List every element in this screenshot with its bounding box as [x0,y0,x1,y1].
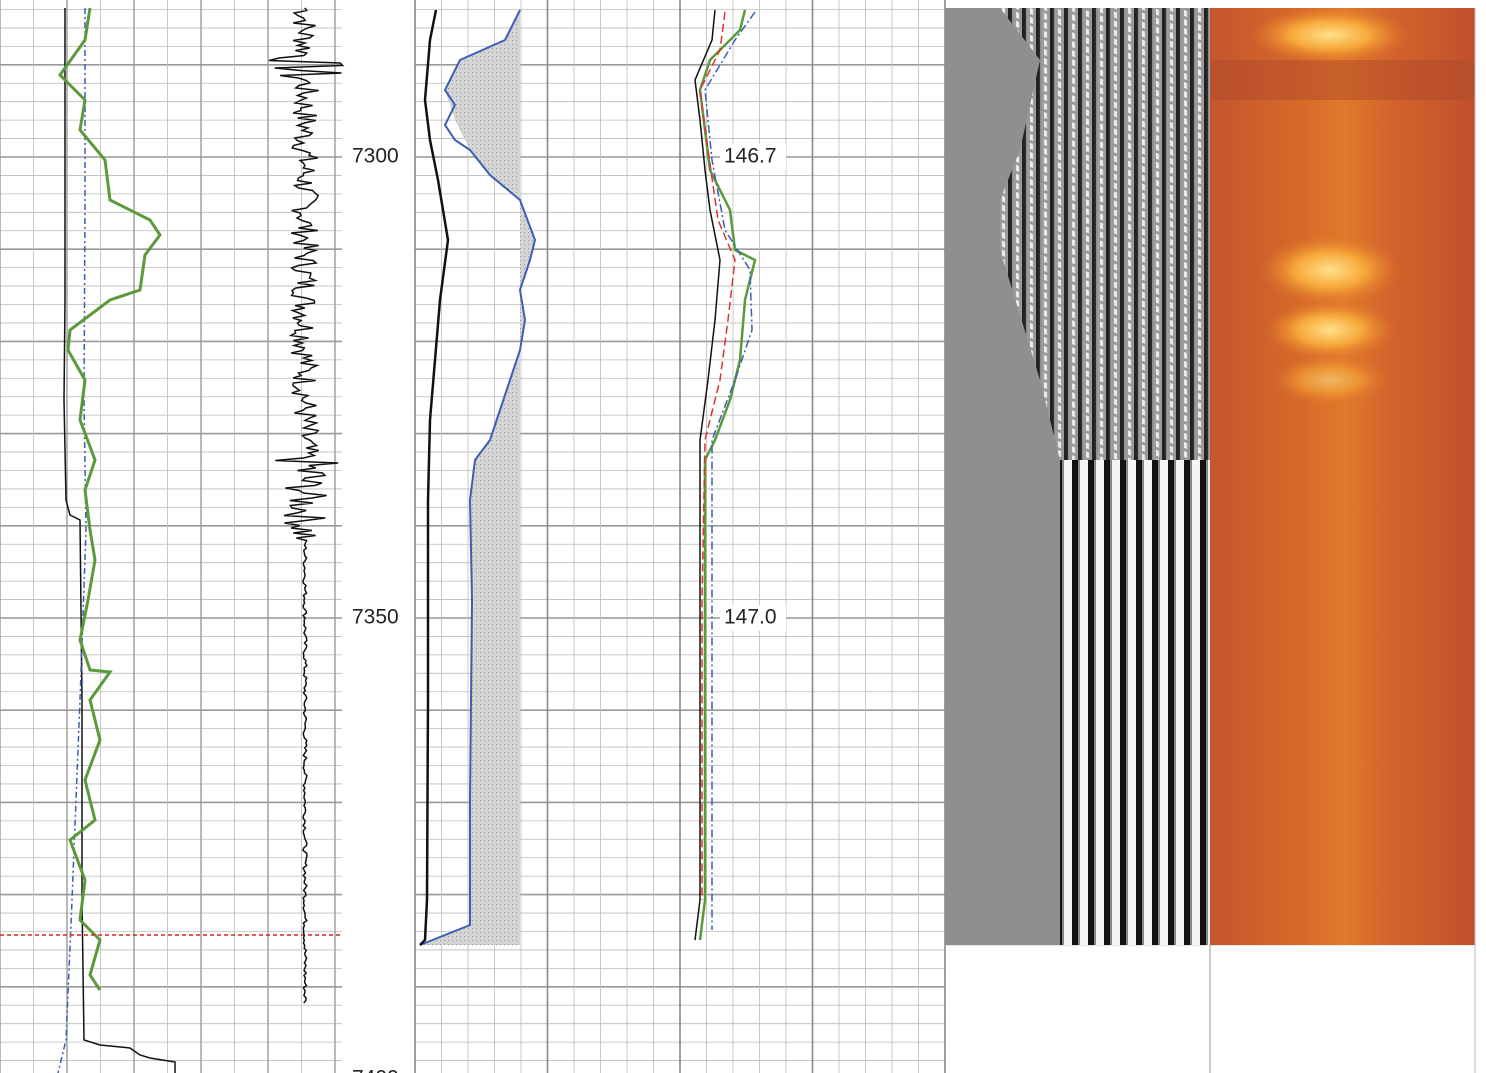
image-glow [1250,7,1410,63]
image-glow [1265,300,1395,360]
image-noise [1000,8,1210,460]
green-curve [698,9,757,941]
image-track [1210,8,1475,945]
black-curve [694,9,721,941]
label-bg [720,144,786,170]
label-bg [348,605,410,631]
blue-curve [57,8,87,1073]
waveform [268,7,345,1004]
annotation: 147.0 [724,606,777,629]
label-bg [720,605,786,631]
depth-label: 7400 [352,1067,399,1073]
depth-label: 7300 [352,145,399,168]
image-glow [1270,355,1390,405]
image-stripes [1060,460,1210,945]
shaded-fill [420,10,535,945]
red-curve [699,11,736,900]
black-curve [419,9,450,946]
green-curve [58,7,162,991]
annotation: 146.7 [724,145,777,168]
image-band [1210,60,1475,100]
blue-curve [419,9,537,946]
depth-label: 7350 [352,606,399,629]
label-bg [348,144,410,170]
image-glow [1260,235,1400,305]
